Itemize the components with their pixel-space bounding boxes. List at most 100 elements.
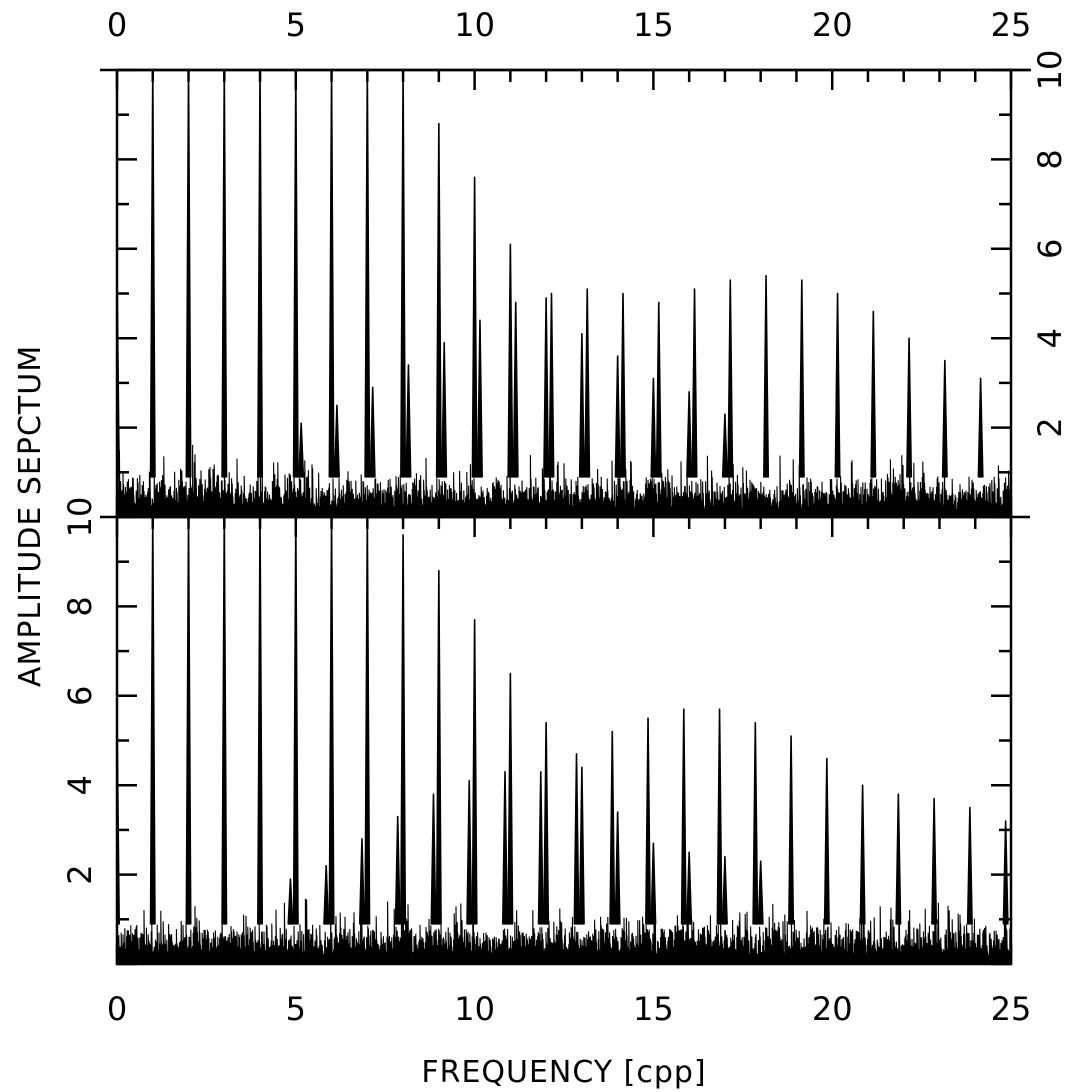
x-tick-label: 20 xyxy=(812,990,853,1028)
peak-38 xyxy=(966,806,973,925)
peak-8 xyxy=(400,534,407,925)
peak-33 xyxy=(834,292,841,478)
peak-1 xyxy=(149,70,156,478)
y-tick-label: 8 xyxy=(1031,149,1069,169)
peak-34 xyxy=(823,757,830,925)
y-tick-label: 2 xyxy=(61,864,99,884)
peak-23 xyxy=(476,319,483,478)
peak-11 xyxy=(507,243,514,478)
x-tick-label: 5 xyxy=(286,6,306,44)
x-tick-label: 15 xyxy=(633,990,674,1028)
peak-20 xyxy=(369,386,376,478)
peak-35 xyxy=(906,337,913,478)
peak-12 xyxy=(543,721,550,925)
peak-26 xyxy=(584,288,591,478)
peak-4 xyxy=(257,70,264,478)
peak-30 xyxy=(727,279,734,478)
peak-15 xyxy=(650,842,657,925)
x-tick-label: 10 xyxy=(454,6,495,44)
y-tick-label: 4 xyxy=(61,775,99,795)
peak-27 xyxy=(573,753,580,925)
peak-13 xyxy=(578,332,585,478)
peak-25 xyxy=(548,292,555,478)
peak-32 xyxy=(752,721,759,925)
peak-11 xyxy=(507,672,514,925)
peak-16 xyxy=(686,391,693,478)
peak-37 xyxy=(977,377,984,478)
x-axis-title: FREQUENCY [cpp] xyxy=(421,1055,706,1090)
peak-32 xyxy=(798,279,805,478)
peak-25 xyxy=(501,770,508,925)
peak-7 xyxy=(364,70,371,478)
y-axis-title: AMPLITUDE SEPCTUM xyxy=(13,345,48,687)
peak-9 xyxy=(435,122,442,478)
peak-18 xyxy=(757,860,764,925)
peak-21 xyxy=(358,838,365,925)
peak-29 xyxy=(645,717,652,925)
peak-8 xyxy=(400,73,407,478)
plot-frame xyxy=(115,68,1013,519)
peak-34 xyxy=(870,310,877,478)
noise-spectrum xyxy=(117,898,1011,964)
noise-spectrum xyxy=(117,444,1011,517)
peak-4 xyxy=(257,517,264,925)
peak-27 xyxy=(620,292,627,478)
peak-24 xyxy=(512,301,519,478)
peak-6 xyxy=(328,70,335,478)
peak-2 xyxy=(185,517,192,925)
y-tick-label: 10 xyxy=(1031,50,1069,91)
peak-14 xyxy=(614,355,621,478)
y-tick-label: 8 xyxy=(61,596,99,616)
x-tick-label: 0 xyxy=(107,6,127,44)
peak-10 xyxy=(471,619,478,925)
x-tick-label: 20 xyxy=(812,6,853,44)
peak-15 xyxy=(650,377,657,478)
peak-30 xyxy=(680,708,687,925)
peak-28 xyxy=(609,730,616,925)
peak-17 xyxy=(721,855,728,925)
x-tick-label: 10 xyxy=(454,990,495,1028)
plot-area xyxy=(117,70,1011,517)
y-tick-label: 6 xyxy=(1031,239,1069,259)
peak-22 xyxy=(441,341,448,478)
bottom-panel: 0 5 10 15 20 25 2 4 6 8 10 xyxy=(61,497,1031,1028)
peak-12 xyxy=(543,297,550,478)
y-tick-label: 6 xyxy=(61,686,99,706)
peak-36 xyxy=(941,359,948,478)
peak-3 xyxy=(221,70,228,478)
y-tick-label: 2 xyxy=(1031,417,1069,437)
peak-29 xyxy=(691,288,698,478)
peak-21 xyxy=(405,364,412,478)
y-tick-label: 10 xyxy=(61,497,99,538)
plot-frame xyxy=(115,515,1013,966)
x-tick-label: 5 xyxy=(286,990,306,1028)
peak-2 xyxy=(185,70,192,478)
top-panel: 0 5 10 15 20 25 2 4 6 8 10 xyxy=(100,6,1069,519)
peak-1 xyxy=(149,517,156,925)
peak-5 xyxy=(292,517,299,925)
x-tick-label: 25 xyxy=(991,990,1032,1028)
peak-33 xyxy=(788,735,795,925)
peak-31 xyxy=(716,708,723,925)
peak-31 xyxy=(763,274,770,478)
x-tick-label: 0 xyxy=(107,990,127,1028)
plot-area xyxy=(117,517,1011,964)
peak-3 xyxy=(221,517,228,925)
peak-7 xyxy=(364,517,371,925)
peak-26 xyxy=(537,770,544,925)
peak-13 xyxy=(578,766,585,925)
peak-10 xyxy=(471,176,478,478)
peak-23 xyxy=(430,793,437,925)
y-tick-label: 4 xyxy=(1031,328,1069,348)
peak-36 xyxy=(895,793,902,925)
peak-18 xyxy=(298,422,305,478)
x-tick-label: 25 xyxy=(991,6,1032,44)
peak-39 xyxy=(1002,820,1009,925)
peak-6 xyxy=(328,517,335,925)
peak-22 xyxy=(394,815,401,925)
peak-35 xyxy=(859,784,866,925)
peak-20 xyxy=(323,864,330,925)
peak-19 xyxy=(333,404,340,478)
peak-28 xyxy=(655,301,662,478)
